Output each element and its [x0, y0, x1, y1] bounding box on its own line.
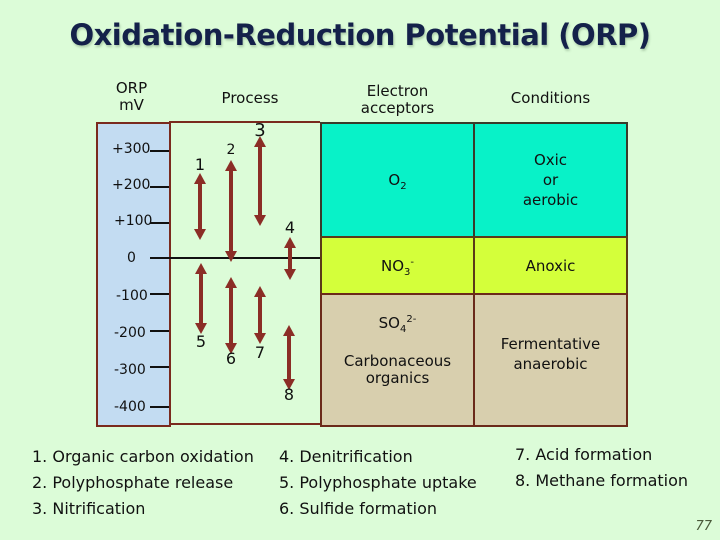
tick-mark: [150, 222, 169, 224]
condition-line: or: [542, 171, 559, 189]
process-frame-top: [169, 121, 320, 123]
legend-item: 4. Denitrification: [279, 447, 413, 466]
tick-label-plus300: +300: [112, 141, 151, 157]
acceptor-o2: O2: [388, 171, 407, 192]
tick-mark: [150, 330, 169, 332]
legend-column-3: 7. Acid formation 8. Methane formation: [515, 442, 688, 494]
orp-header: ORP mV: [96, 80, 167, 114]
arrow-label-8: 8: [283, 385, 295, 404]
electron-acceptors-header: Electron acceptors: [330, 83, 465, 117]
acceptor-carbonaceous: Carbonaceous: [343, 352, 452, 370]
process-header: Process: [221, 89, 279, 107]
acceptor-organics: organics: [365, 369, 430, 387]
zero-line: [169, 257, 320, 259]
tick-mark: [150, 293, 169, 295]
arrow-label-3: 3: [254, 120, 266, 141]
arrow-label-6: 6: [225, 349, 237, 368]
tick-mark: [150, 150, 169, 152]
conditions-header: Conditions: [510, 89, 591, 107]
condition-line: Oxic: [533, 151, 568, 169]
process-arrow-1: [194, 173, 206, 240]
orp-header-unit: mV: [119, 96, 144, 114]
process-arrow-5: [195, 263, 207, 334]
condition-line: Anoxic: [525, 256, 576, 275]
tick-mark: [150, 257, 169, 259]
tick-label-minus200: -200: [114, 325, 146, 341]
arrow-label-2: 2: [226, 142, 236, 158]
legend-item: 6. Sulfide formation: [279, 499, 438, 518]
zone-aerobic-acceptor: O2: [320, 122, 475, 238]
legend-item: 1. Organic carbon oxidation: [32, 447, 254, 466]
tick-mark: [150, 406, 169, 408]
process-frame-bottom: [169, 423, 320, 425]
arrow-label-1: 1: [194, 155, 206, 174]
electron-acceptors-header-line1: Electron: [366, 82, 429, 100]
zone-anoxic-condition: Anoxic: [473, 236, 628, 295]
page-title: Oxidation-Reduction Potential (ORP): [69, 18, 651, 52]
tick-mark: [150, 366, 169, 368]
arrow-label-5: 5: [195, 332, 207, 351]
tick-label-minus100: -100: [116, 288, 148, 304]
tick-label-plus200: +200: [112, 177, 151, 193]
process-arrow-4: [284, 237, 296, 280]
zone-anaerobic-acceptor: SO42- Carbonaceous organics: [320, 293, 475, 427]
tick-label-plus100: +100: [114, 213, 153, 229]
tick-label-zero: 0: [127, 250, 136, 266]
tick-label-minus300: -300: [114, 362, 146, 378]
legend-column-2: 4. Denitrification 5. Polyphosphate upta…: [279, 444, 477, 522]
process-arrow-3: [254, 136, 266, 226]
legend-item: 3. Nitrification: [32, 499, 146, 518]
orp-scale-panel: [96, 122, 171, 427]
tick-mark: [150, 186, 169, 188]
page-number: 77: [695, 519, 712, 534]
process-arrow-6: [225, 277, 237, 354]
acceptor-no3: NO3-: [380, 256, 414, 278]
legend-item: 8. Methane formation: [515, 471, 689, 490]
process-arrow-2: [225, 160, 237, 262]
legend-item: 7. Acid formation: [515, 445, 653, 464]
condition-line: anaerobic: [513, 355, 588, 373]
zone-anaerobic-condition: Fermentative anaerobic: [473, 293, 628, 427]
legend-item: 5. Polyphosphate uptake: [279, 473, 477, 492]
arrow-label-7: 7: [254, 343, 266, 362]
zone-anoxic-acceptor: NO3-: [320, 236, 475, 295]
legend-item: 2. Polyphosphate release: [32, 473, 234, 492]
legend-column-1: 1. Organic carbon oxidation 2. Polyphosp…: [32, 444, 254, 522]
electron-acceptors-header-line2: acceptors: [360, 99, 435, 117]
acceptor-so4: SO42-: [378, 314, 417, 335]
tick-label-minus400: -400: [114, 399, 146, 415]
arrow-label-4: 4: [284, 218, 296, 237]
condition-line: aerobic: [522, 191, 579, 209]
zone-aerobic-condition: Oxic or aerobic: [473, 122, 628, 238]
process-arrow-7: [254, 286, 266, 344]
orp-header-label: ORP: [115, 79, 148, 97]
process-arrow-8: [283, 325, 295, 390]
condition-line: Fermentative: [500, 335, 601, 353]
